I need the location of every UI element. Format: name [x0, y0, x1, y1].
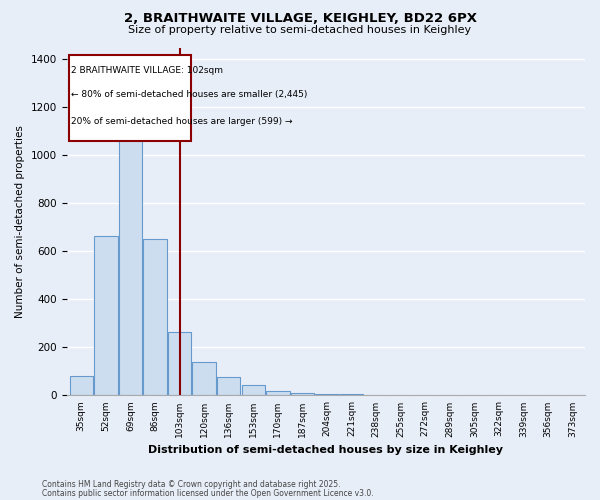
- X-axis label: Distribution of semi-detached houses by size in Keighley: Distribution of semi-detached houses by …: [148, 445, 503, 455]
- Bar: [143, 240, 167, 396]
- Text: 2 BRAITHWAITE VILLAGE: 102sqm: 2 BRAITHWAITE VILLAGE: 102sqm: [71, 66, 223, 75]
- Text: ← 80% of semi-detached houses are smaller (2,445): ← 80% of semi-detached houses are smalle…: [71, 90, 308, 99]
- Text: Contains HM Land Registry data © Crown copyright and database right 2025.: Contains HM Land Registry data © Crown c…: [42, 480, 341, 489]
- Bar: [119, 132, 142, 396]
- Bar: [217, 378, 241, 396]
- Bar: [364, 394, 388, 396]
- Bar: [266, 390, 290, 396]
- Text: 2, BRAITHWAITE VILLAGE, KEIGHLEY, BD22 6PX: 2, BRAITHWAITE VILLAGE, KEIGHLEY, BD22 6…: [124, 12, 476, 26]
- Bar: [291, 392, 314, 396]
- Text: 20% of semi-detached houses are larger (599) →: 20% of semi-detached houses are larger (…: [71, 118, 293, 126]
- Text: Contains public sector information licensed under the Open Government Licence v3: Contains public sector information licen…: [42, 489, 374, 498]
- Bar: [94, 236, 118, 396]
- FancyBboxPatch shape: [69, 54, 191, 141]
- Bar: [242, 384, 265, 396]
- Bar: [340, 394, 363, 396]
- Bar: [168, 332, 191, 396]
- Y-axis label: Number of semi-detached properties: Number of semi-detached properties: [15, 125, 25, 318]
- Bar: [70, 376, 93, 396]
- Bar: [193, 362, 216, 396]
- Bar: [316, 394, 338, 396]
- Text: Size of property relative to semi-detached houses in Keighley: Size of property relative to semi-detach…: [128, 25, 472, 35]
